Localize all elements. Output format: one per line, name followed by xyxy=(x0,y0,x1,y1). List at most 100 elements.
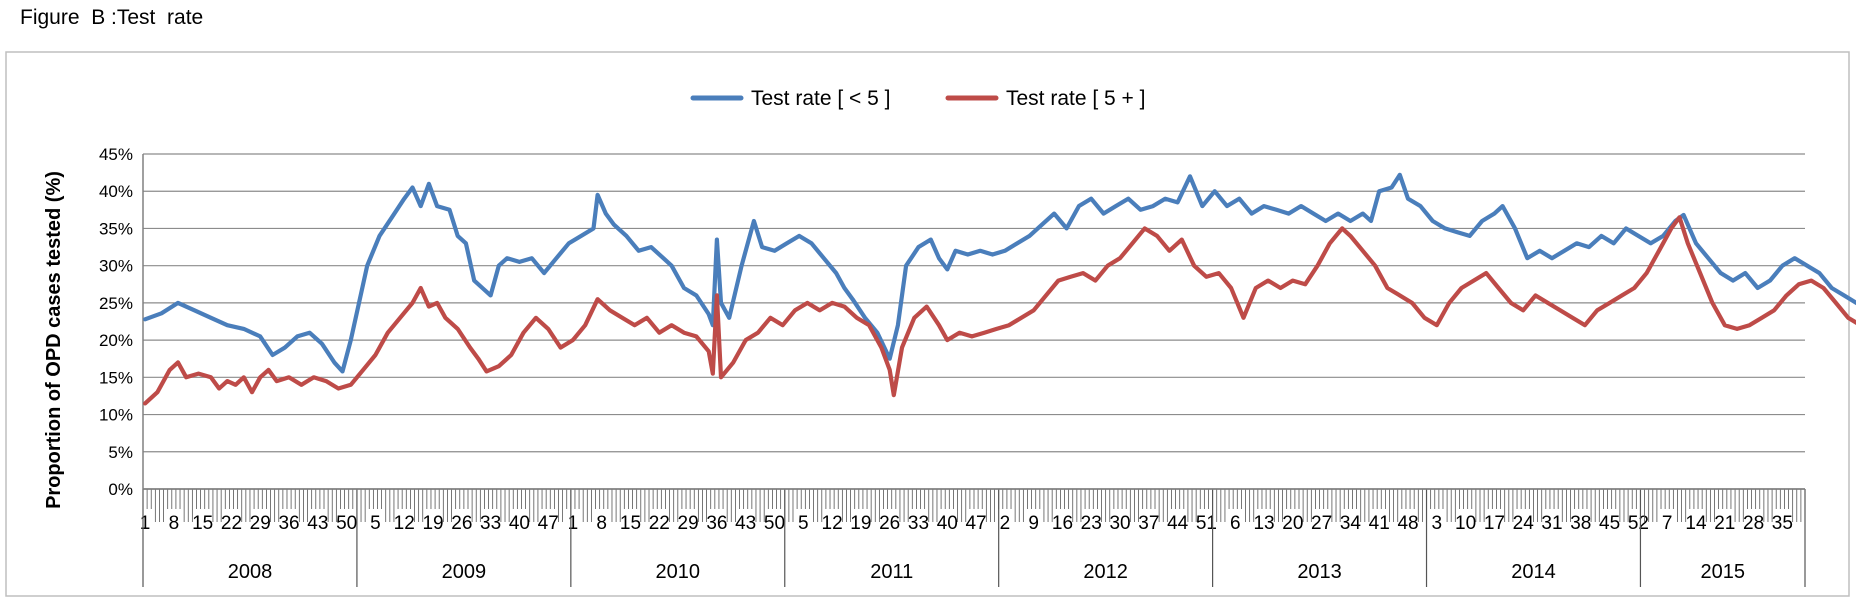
y-tick-label: 0% xyxy=(108,480,133,499)
week-tick-label: 5 xyxy=(370,513,381,534)
year-label: 2010 xyxy=(656,561,701,583)
week-tick-label: 10 xyxy=(1455,513,1476,534)
week-label-bg xyxy=(1658,509,1677,532)
week-label-bg xyxy=(909,509,928,532)
week-label-bg xyxy=(164,509,183,532)
week-tick-label: 19 xyxy=(422,513,443,534)
week-label-bg xyxy=(995,509,1014,532)
week-tick-label: 40 xyxy=(937,513,958,534)
week-tick-label: 23 xyxy=(1081,513,1102,534)
week-label-bg xyxy=(1571,509,1590,532)
week-label-bg xyxy=(1024,509,1043,532)
series-line-1 xyxy=(143,172,1856,374)
week-tick-label: 30 xyxy=(1109,513,1130,534)
week-label-bg xyxy=(1715,509,1734,532)
week-tick-label: 29 xyxy=(250,513,271,534)
year-label: 2011 xyxy=(870,561,913,583)
week-tick-label: 7 xyxy=(1662,513,1673,534)
y-axis-ticks: 0% 5% 10% 15% 20% 25% 30% 35% 40% 45% xyxy=(99,145,133,499)
week-label-bg xyxy=(707,509,726,532)
week-tick-label: 8 xyxy=(169,513,180,534)
week-label-bg xyxy=(621,509,640,532)
week-label-bg xyxy=(880,509,899,532)
week-label-bg xyxy=(1370,509,1389,532)
week-label-bg xyxy=(1427,509,1446,532)
week-label-bg xyxy=(1399,509,1418,532)
week-tick-label: 37 xyxy=(1138,513,1159,534)
week-tick-label: 44 xyxy=(1167,513,1189,534)
week-label-bg xyxy=(823,509,842,532)
week-tick-label: 26 xyxy=(451,513,472,534)
week-label-bg xyxy=(1053,509,1072,532)
week-tick-label: 43 xyxy=(735,513,756,534)
week-tick-label: 5 xyxy=(798,513,809,534)
year-label: 2012 xyxy=(1083,561,1128,583)
year-label: 2014 xyxy=(1511,561,1556,583)
week-label-bg xyxy=(967,509,986,532)
y-tick-label: 15% xyxy=(99,368,133,387)
week-label-bg xyxy=(280,509,299,532)
year-label: 2008 xyxy=(228,561,273,583)
week-tick-label: 22 xyxy=(649,513,670,534)
week-tick-label: 3 xyxy=(1432,513,1443,534)
week-tick-label: 15 xyxy=(620,513,641,534)
week-label-bg xyxy=(539,509,558,532)
week-tick-label: 12 xyxy=(394,513,415,534)
week-tick-label: 36 xyxy=(706,513,727,534)
week-label-bg xyxy=(1226,509,1245,532)
week-tick-label: 38 xyxy=(1570,513,1591,534)
week-label-bg xyxy=(366,509,385,532)
week-label-bg xyxy=(592,509,611,532)
week-label-bg xyxy=(851,509,870,532)
week-label-bg xyxy=(1773,509,1792,532)
week-tick-label: 50 xyxy=(764,513,785,534)
week-label-bg xyxy=(481,509,500,532)
week-tick-label: 48 xyxy=(1397,513,1418,534)
week-tick-label: 51 xyxy=(1196,513,1217,534)
series-lines xyxy=(143,172,1856,406)
week-label-bg xyxy=(136,509,155,532)
week-tick-label: 16 xyxy=(1052,513,1073,534)
week-tick-label: 43 xyxy=(307,513,328,534)
week-tick-label: 26 xyxy=(879,513,900,534)
week-tick-label: 1 xyxy=(140,513,151,534)
week-tick-label: 33 xyxy=(480,513,501,534)
week-label-bg xyxy=(938,509,957,532)
week-tick-label: 45 xyxy=(1599,513,1620,534)
week-label-bg xyxy=(1514,509,1533,532)
y-tick-label: 45% xyxy=(99,145,133,164)
week-tick-label: 27 xyxy=(1311,513,1332,534)
week-label-bg xyxy=(1686,509,1705,532)
year-label: 2013 xyxy=(1297,561,1342,583)
week-label-bg xyxy=(395,509,414,532)
y-tick-label: 40% xyxy=(99,182,133,201)
week-tick-label: 9 xyxy=(1028,513,1039,534)
week-label-bg xyxy=(1312,509,1331,532)
week-tick-label: 33 xyxy=(908,513,929,534)
week-label-bg xyxy=(1744,509,1763,532)
week-label-bg xyxy=(1139,509,1158,532)
week-tick-label: 13 xyxy=(1253,513,1274,534)
year-label: 2009 xyxy=(442,561,487,583)
week-tick-label: 21 xyxy=(1714,513,1735,534)
week-label-bg xyxy=(765,509,784,532)
week-tick-label: 17 xyxy=(1484,513,1505,534)
week-label-bg xyxy=(1082,509,1101,532)
week-tick-label: 29 xyxy=(678,513,699,534)
week-tick-label: 40 xyxy=(509,513,530,534)
legend-label-1: Test rate [ < 5 ] xyxy=(751,87,890,110)
series-line-2 xyxy=(143,215,1856,406)
week-tick-label: 34 xyxy=(1340,513,1362,534)
week-tick-label: 28 xyxy=(1743,513,1764,534)
week-label-bg xyxy=(510,509,529,532)
week-tick-label: 6 xyxy=(1230,513,1241,534)
week-label-bg xyxy=(650,509,669,532)
week-tick-label: 15 xyxy=(192,513,213,534)
week-label-bg xyxy=(1197,509,1216,532)
legend-label-2: Test rate [ 5 + ] xyxy=(1006,87,1145,110)
week-tick-label: 8 xyxy=(596,513,607,534)
week-tick-label: 36 xyxy=(278,513,299,534)
week-tick-label: 1 xyxy=(568,513,579,534)
